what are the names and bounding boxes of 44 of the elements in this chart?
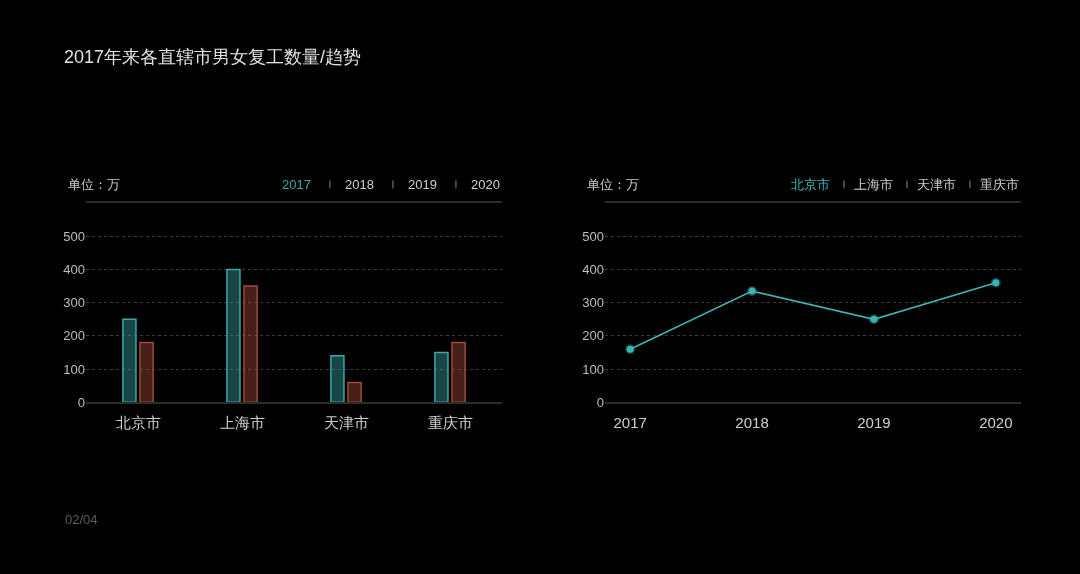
bar — [122, 318, 137, 403]
y-tick-label: 200 — [63, 328, 85, 344]
y-tick-label: 100 — [582, 361, 604, 377]
y-tick-label: 100 — [63, 361, 85, 377]
y-tick-label: 500 — [582, 228, 604, 244]
text: 北京市 — [791, 177, 830, 192]
x-tick-label: 天津市 — [323, 414, 369, 432]
y-tick-label: 300 — [582, 295, 604, 311]
point — [747, 286, 758, 297]
x-tick-label: 上海市 — [219, 414, 265, 432]
point — [990, 277, 1001, 288]
y-axis-title: 单位：万 — [587, 177, 639, 192]
bar — [226, 268, 241, 403]
x-tick-label: 2019 — [857, 414, 891, 432]
y-tick-label: 400 — [582, 262, 604, 278]
x-tick-label: 重庆市 — [427, 414, 473, 432]
bar — [347, 381, 362, 403]
point — [625, 344, 636, 355]
chart-title: 2017年来各直辖市男女复工数量/趋势 — [64, 47, 362, 67]
x-tick-label: 2018 — [735, 414, 769, 432]
text: 02/04 — [65, 512, 98, 527]
text: 2020 — [471, 177, 500, 192]
x-tick-label: 2020 — [979, 414, 1013, 432]
bar — [330, 355, 345, 403]
y-tick-label: 200 — [582, 328, 604, 344]
point — [868, 314, 879, 325]
x-tick-label: 2017 — [613, 414, 647, 432]
y-tick-label: 300 — [63, 295, 85, 311]
text: 重庆市 — [980, 177, 1019, 192]
bar — [434, 351, 449, 403]
text: 2017 — [282, 177, 311, 192]
y-axis-title: 单位：万 — [68, 177, 120, 192]
x-tick-label: 北京市 — [115, 414, 161, 432]
text: 2019 — [408, 177, 437, 192]
y-tick-label: 500 — [63, 228, 85, 244]
y-tick-label: 400 — [63, 262, 85, 278]
text: 上海市 — [854, 177, 893, 192]
bar — [139, 341, 154, 403]
bar — [243, 285, 258, 403]
text: 天津市 — [917, 177, 956, 192]
text: 2018 — [345, 177, 374, 192]
bar — [451, 341, 466, 403]
y-tick-label: 0 — [77, 394, 85, 410]
y-tick-label: 0 — [596, 394, 604, 410]
